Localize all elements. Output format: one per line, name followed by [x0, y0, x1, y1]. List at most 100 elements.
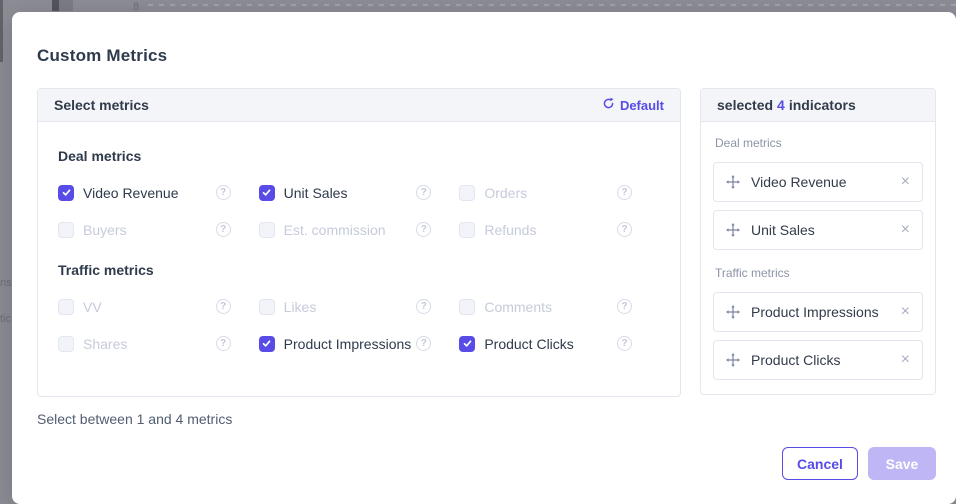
background-axis-tick: 8	[133, 1, 140, 13]
reset-default-label: Default	[619, 97, 664, 113]
checkbox-label: Comments	[484, 298, 553, 315]
checkbox-refunds: Refunds	[459, 221, 537, 238]
checkbox-label: Orders	[484, 184, 528, 201]
metric-cell-shares: Shares ?	[58, 335, 259, 352]
metric-cell-refunds: Refunds ?	[459, 221, 660, 238]
background-sidebar-edge	[0, 0, 3, 62]
checkbox-box	[459, 184, 476, 201]
selected-count: 4	[777, 97, 785, 113]
deal-metrics-grid: Video Revenue ? Unit Sales ?	[58, 184, 660, 238]
checkbox-buyers: Buyers	[58, 221, 127, 238]
custom-metrics-dialog: Custom Metrics Select metrics Default	[12, 12, 956, 504]
checkbox-comments: Comments	[459, 298, 553, 315]
save-button: Save	[868, 447, 936, 480]
selected-card-product-impressions: Product Impressions ×	[713, 292, 923, 332]
drag-handle-icon[interactable]	[726, 353, 740, 367]
traffic-metrics-grid: VV ? Likes ?	[58, 298, 660, 352]
selected-indicators-panel: selected 4 indicators Deal metrics Video…	[700, 88, 936, 395]
help-icon[interactable]: ?	[617, 222, 632, 237]
help-icon[interactable]: ?	[617, 336, 632, 351]
metric-cell-est-commission: Est. commission ?	[258, 221, 460, 238]
remove-icon[interactable]: ×	[900, 173, 910, 190]
dialog-footer: Cancel Save	[782, 447, 936, 480]
checkbox-label: Est. commission	[283, 221, 386, 238]
selected-card-video-revenue: Video Revenue ×	[713, 162, 923, 202]
checkbox-orders: Orders	[459, 184, 528, 201]
help-icon[interactable]: ?	[215, 336, 231, 351]
metric-cell-orders: Orders ?	[459, 184, 660, 201]
checkbox-label: Buyers	[83, 221, 127, 238]
help-icon[interactable]: ?	[215, 222, 231, 237]
check-icon	[463, 340, 472, 347]
checkbox-label: Product Impressions	[283, 335, 412, 352]
select-metrics-header-label: Select metrics	[54, 97, 149, 113]
checkbox-box	[258, 221, 275, 238]
background-text-fragment: tic:	[0, 313, 15, 325]
checkbox-est-commission: Est. commission	[258, 221, 386, 238]
checkbox-label: Likes	[283, 298, 317, 315]
background-chart-bar-light	[59, 0, 73, 11]
select-metrics-panel: Select metrics Default Deal metrics	[37, 88, 681, 397]
checkbox-box	[58, 184, 74, 201]
metric-cell-unit-sales: Unit Sales ?	[258, 184, 460, 201]
section-title-deal-metrics: Deal metrics	[58, 148, 142, 164]
checkbox-product-impressions[interactable]: Product Impressions	[258, 335, 412, 352]
checkbox-video-revenue[interactable]: Video Revenue	[58, 184, 178, 201]
metric-cell-buyers: Buyers ?	[58, 221, 259, 238]
metric-cell-product-impressions: Product Impressions ?	[258, 335, 460, 352]
metric-cell-product-clicks: Product Clicks ?	[459, 335, 660, 352]
remove-icon[interactable]: ×	[900, 303, 910, 320]
drag-handle-icon[interactable]	[726, 175, 740, 189]
checkbox-box	[459, 221, 476, 238]
selected-metric-label: Product Clicks	[751, 352, 841, 368]
checkbox-label: VV	[83, 298, 102, 315]
selected-indicators-header: selected 4 indicators	[701, 89, 935, 122]
cancel-button[interactable]: Cancel	[782, 447, 858, 480]
section-title-traffic-metrics: Traffic metrics	[58, 262, 154, 278]
drag-handle-icon[interactable]	[726, 305, 740, 319]
checkbox-box	[58, 335, 74, 352]
checkbox-box	[258, 298, 275, 315]
check-icon	[262, 340, 271, 347]
selected-prefix: selected	[717, 97, 774, 113]
help-icon[interactable]: ?	[416, 185, 432, 200]
refresh-icon	[602, 97, 615, 113]
select-metrics-header: Select metrics Default	[38, 89, 680, 122]
checkbox-likes: Likes	[258, 298, 317, 315]
checkbox-box	[459, 335, 476, 352]
dialog-title: Custom Metrics	[37, 46, 168, 65]
selected-card-unit-sales: Unit Sales ×	[713, 210, 923, 250]
selected-metric-label: Video Revenue	[751, 174, 847, 190]
checkbox-vv: VV	[58, 298, 102, 315]
checkbox-box	[459, 298, 476, 315]
checkbox-label: Shares	[83, 335, 128, 352]
checkbox-product-clicks[interactable]: Product Clicks	[459, 335, 574, 352]
remove-icon[interactable]: ×	[900, 351, 910, 368]
selected-metric-label: Unit Sales	[751, 222, 815, 238]
metric-cell-comments: Comments ?	[459, 298, 660, 315]
drag-handle-icon[interactable]	[726, 223, 740, 237]
remove-icon[interactable]: ×	[900, 221, 910, 238]
checkbox-label: Product Clicks	[484, 335, 574, 352]
checkbox-unit-sales[interactable]: Unit Sales	[258, 184, 347, 201]
selected-metric-label: Product Impressions	[751, 304, 879, 320]
group-label-traffic-metrics: Traffic metrics	[715, 266, 790, 280]
reset-default-button[interactable]: Default	[602, 97, 664, 113]
selected-card-product-clicks: Product Clicks ×	[713, 340, 923, 380]
checkbox-label: Refunds	[484, 221, 537, 238]
help-icon[interactable]: ?	[215, 185, 231, 200]
help-icon[interactable]: ?	[416, 222, 432, 237]
help-icon[interactable]: ?	[416, 336, 432, 351]
group-label-deal-metrics: Deal metrics	[715, 136, 782, 150]
help-icon[interactable]: ?	[416, 299, 432, 314]
metric-cell-video-revenue: Video Revenue ?	[58, 184, 259, 201]
background-chart-bar-dark	[52, 0, 59, 11]
background-text-fragment: ns	[0, 277, 12, 289]
metric-cell-vv: VV ?	[58, 298, 259, 315]
checkbox-box	[258, 335, 275, 352]
help-icon[interactable]: ?	[617, 185, 632, 200]
help-icon[interactable]: ?	[617, 299, 632, 314]
help-icon[interactable]: ?	[215, 299, 231, 314]
background-gridline	[148, 4, 956, 6]
checkbox-box	[58, 221, 74, 238]
